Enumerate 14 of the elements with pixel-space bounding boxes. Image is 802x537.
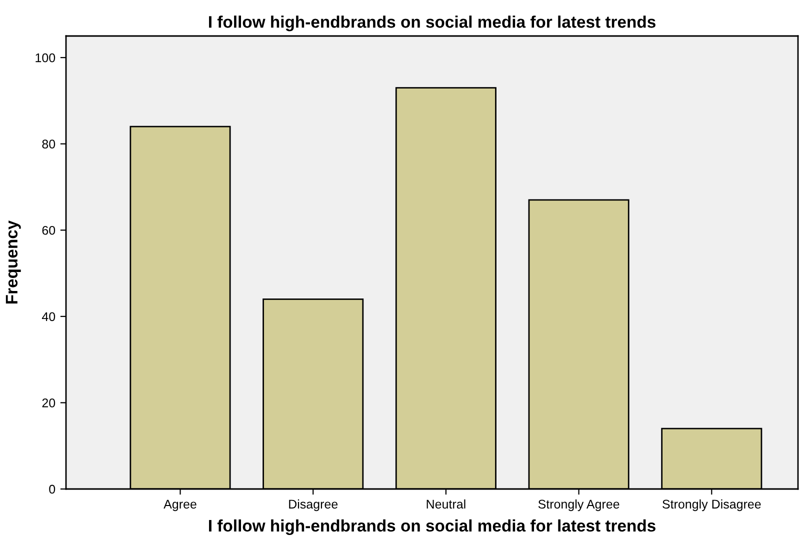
x-tick-label: Agree (164, 500, 196, 512)
y-tick-label: 40 (42, 312, 56, 322)
x-tick-label: Disagree (289, 499, 338, 512)
y-axis-title: Frequency (6, 220, 21, 304)
y-tick-label: 0 (49, 484, 56, 494)
y-tick-label: 100 (36, 53, 56, 62)
y-tick-label: 80 (42, 140, 56, 149)
y-tick-label: 60 (42, 226, 56, 235)
x-axis-title: I follow high-endbrands on social media for latest trends (209, 519, 656, 536)
chart-title: I follow high-endbrands on social media for latest trends (209, 16, 656, 32)
y-tick-label: 20 (42, 398, 56, 408)
x-tick-label: Strongly Disagree (662, 499, 761, 512)
x-tick-label: Strongly Agree (538, 499, 620, 512)
x-tick-label: Neutral (426, 499, 466, 509)
